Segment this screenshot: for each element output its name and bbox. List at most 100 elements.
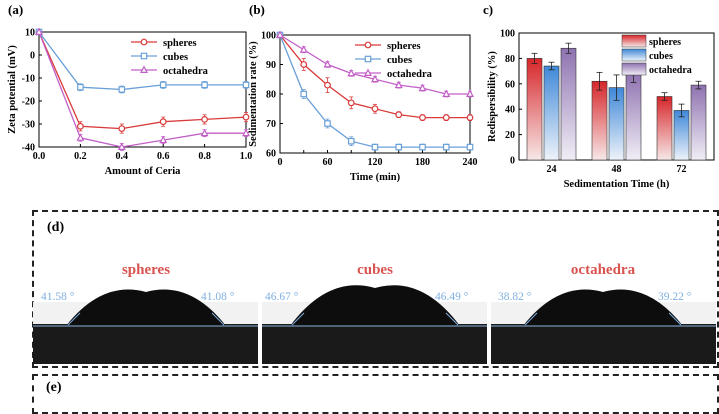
droplet — [523, 289, 683, 326]
data-point-spheres — [371, 105, 379, 113]
x-tick-label: 48 — [612, 164, 622, 175]
data-point-cubes — [201, 81, 208, 89]
legend-marker — [364, 55, 372, 63]
data-point-cubes — [371, 143, 379, 151]
data-point-cubes — [442, 143, 450, 151]
droplet-photo-cubes: 46.67 ° 46.49 ° cubes — [262, 262, 487, 364]
data-point-octahedra — [323, 60, 332, 68]
y-tick-label: 80 — [266, 90, 276, 101]
contact-angle-right: 39.22 ° — [658, 291, 692, 303]
data-point-octahedra — [347, 68, 356, 77]
chart-a: 10 0 -10 -20 -30 -400.0 0.2 0.4 0.6 0.8 1.0 Amount … — [7, 28, 252, 178]
bar-octahedra — [625, 73, 642, 161]
tangent-left — [67, 312, 81, 326]
y-tick-label: 0 — [510, 156, 515, 167]
x-tick-label: 0.0 — [33, 151, 46, 162]
contact-angle-left: 46.67 ° — [265, 291, 299, 303]
y-tick-label: -20 — [22, 97, 35, 108]
data-point-spheres — [442, 114, 450, 121]
y-tick-label: -30 — [22, 120, 35, 131]
data-point-cubes — [466, 143, 474, 151]
data-point-spheres — [419, 114, 426, 121]
legend-label: octahedra — [649, 65, 692, 76]
contact-angle-left: 38.82 ° — [498, 291, 532, 303]
photo-substrate — [491, 324, 716, 364]
y-tick-label: 100 — [500, 29, 515, 40]
y-tick-label: 80 — [505, 54, 515, 65]
data-point-octahedra — [200, 128, 209, 137]
data-point-octahedra — [442, 89, 451, 98]
data-point-spheres — [118, 125, 126, 133]
plot-frame — [38, 31, 247, 148]
sample-label: spheres — [122, 262, 170, 278]
data-point-octahedra — [418, 83, 427, 92]
data-point-octahedra — [76, 133, 85, 141]
legend-swatch — [621, 48, 647, 62]
droplet — [66, 289, 226, 326]
series-line-octahedra — [38, 31, 246, 148]
series-line-octahedra — [279, 34, 470, 95]
x-tick-label: 1.0 — [240, 151, 253, 162]
bar-octahedra — [690, 84, 707, 161]
contact-angle-panel: (d) 41.58 ° 41.08 ° spheres 46.67 ° 46.49 ° c… — [33, 220, 716, 364]
panel-label-a: (a) — [8, 2, 23, 17]
data-point-spheres — [242, 113, 250, 121]
x-tick-label: 72 — [677, 164, 687, 175]
tangent-right — [668, 312, 682, 326]
data-point-spheres — [395, 111, 403, 119]
photo-substrate — [262, 324, 487, 364]
x-tick-label: 120 — [368, 157, 383, 168]
sample-label: octahedra — [571, 262, 636, 278]
legend-label: octahedra — [163, 66, 209, 77]
series-line-cubes — [279, 34, 470, 148]
y-tick-label: -10 — [22, 74, 35, 85]
data-point-octahedra — [299, 45, 308, 53]
y-tick-label: 60 — [505, 79, 515, 90]
tangent-left — [291, 312, 305, 326]
legend-label: spheres — [163, 38, 197, 49]
bar-spheres — [526, 58, 543, 161]
legend-marker — [140, 52, 148, 60]
legend-label: spheres — [387, 41, 421, 52]
series-line-spheres — [38, 31, 247, 130]
legend-swatch — [621, 62, 647, 76]
y-tick-label: 20 — [505, 130, 515, 141]
y-tick-label: 0 — [30, 51, 35, 62]
x-tick-label: 60 — [323, 157, 333, 168]
bar-spheres — [591, 80, 608, 161]
tangent-right — [445, 312, 459, 326]
y-tick-label: 70 — [266, 119, 276, 130]
legend-swatch — [621, 34, 647, 48]
x-tick-label: 0.2 — [74, 151, 87, 162]
data-point-cubes — [395, 143, 403, 151]
data-point-octahedra — [117, 142, 126, 150]
x-axis-label: Amount of Ceria — [105, 166, 182, 177]
x-tick-label: 240 — [463, 157, 478, 168]
x-tick-label: 0 — [278, 157, 283, 168]
droplet-photo-spheres: 41.58 ° 41.08 ° spheres — [33, 262, 258, 364]
panel-label-c: c) — [483, 2, 493, 17]
droplet-photo-octahedra: 38.82 ° 39.22 ° octahedra — [491, 262, 716, 364]
bar-cubes — [673, 110, 690, 161]
y-axis-label: Sedimentation rate (%) — [248, 41, 259, 147]
data-point-octahedra — [159, 135, 168, 144]
panel-label-d: (d) — [47, 220, 64, 235]
data-point-cubes — [324, 120, 331, 127]
legend-label: cubes — [163, 52, 188, 63]
data-point-cubes — [159, 81, 167, 89]
data-point-cubes — [242, 81, 250, 89]
contact-angle-right: 41.08 ° — [201, 291, 235, 303]
data-point-cubes — [300, 90, 308, 98]
bar-spheres — [656, 96, 673, 161]
y-tick-label: 100 — [261, 31, 276, 42]
y-tick-label: -40 — [22, 143, 35, 154]
data-point-octahedra — [394, 80, 403, 89]
legend-marker — [363, 68, 373, 77]
y-axis-label: Zeta potential (mV) — [7, 45, 18, 134]
data-point-cubes — [118, 86, 126, 93]
x-tick-label: 0.8 — [198, 151, 211, 162]
data-point-octahedra — [241, 128, 251, 137]
chart-c: 100 80 60 40 20 0 24 48 72 Sedimentation Time (h)… — [487, 29, 715, 190]
data-point-spheres — [300, 61, 308, 68]
